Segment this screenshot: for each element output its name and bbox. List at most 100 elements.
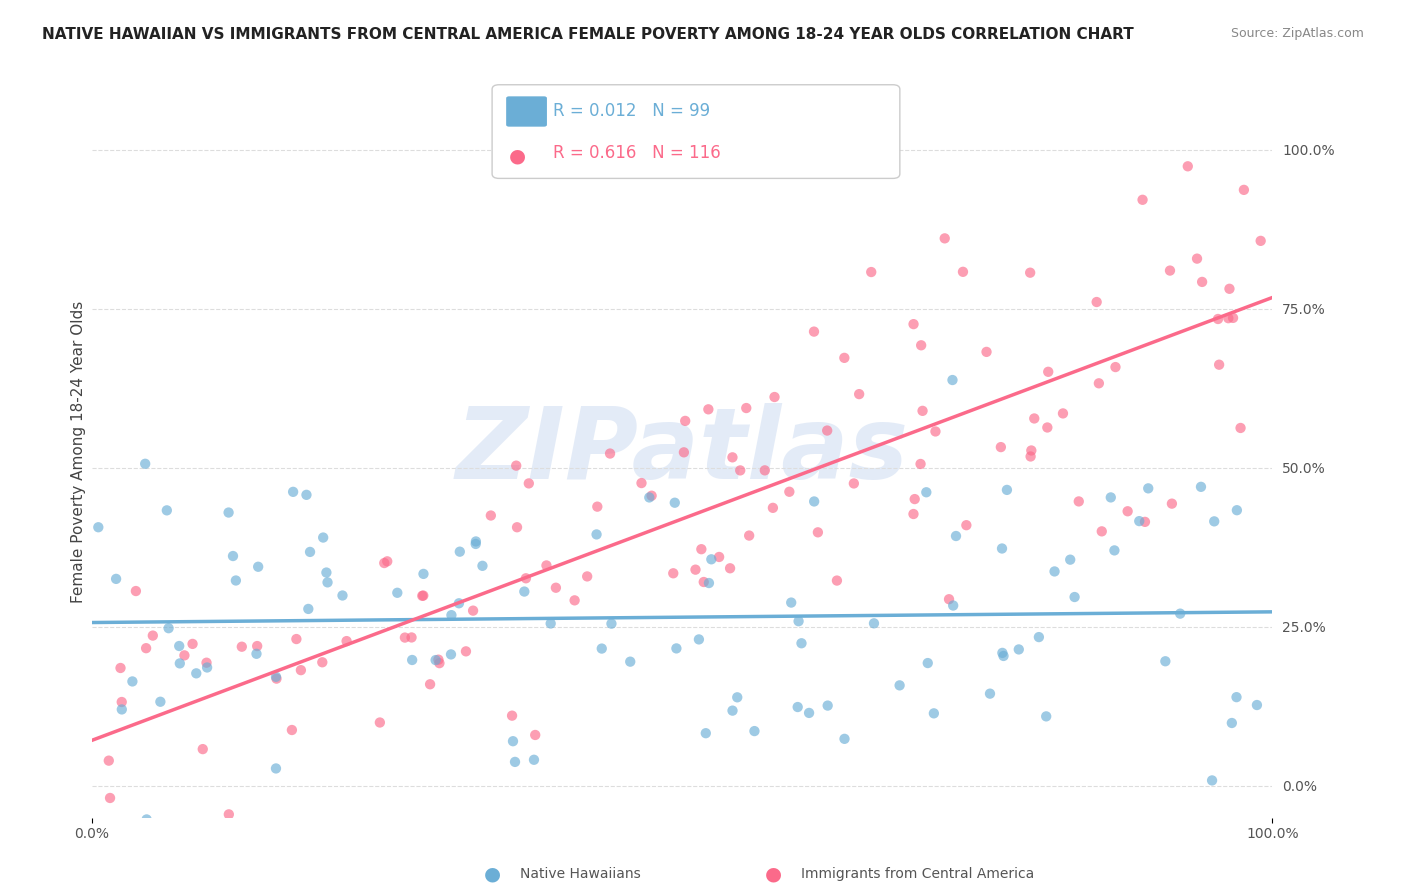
Immigrants from Central America [685,563,707,577]
Immigrants from Central America [1052,406,1074,420]
Native Hawaiians [264,670,287,684]
Native Hawaiians [401,653,423,667]
Immigrants from Central America [1191,275,1213,289]
Immigrants from Central America [195,656,218,670]
Native Hawaiians [312,531,335,545]
Y-axis label: Female Poverty Among 18-24 Year Olds: Female Poverty Among 18-24 Year Olds [72,301,86,603]
Native Hawaiians [1225,690,1247,705]
Native Hawaiians [1008,642,1031,657]
Native Hawaiians [917,656,939,670]
Native Hawaiians [218,506,240,520]
Immigrants from Central America [1067,494,1090,508]
Immigrants from Central America [515,571,537,585]
Immigrants from Central America [910,457,932,471]
Immigrants from Central America [266,672,288,686]
Immigrants from Central America [394,631,416,645]
Native Hawaiians [134,457,156,471]
Immigrants from Central America [412,589,434,603]
Immigrants from Central America [778,484,800,499]
Immigrants from Central America [815,424,838,438]
Native Hawaiians [797,706,820,720]
Native Hawaiians [1137,481,1160,495]
Immigrants from Central America [117,830,139,844]
Immigrants from Central America [429,656,451,670]
Immigrants from Central America [1160,497,1182,511]
Native Hawaiians [426,830,449,844]
Immigrants from Central America [281,723,304,737]
Native Hawaiians [471,558,494,573]
Native Hawaiians [1059,552,1081,566]
Immigrants from Central America [1021,443,1043,458]
Native Hawaiians [1063,590,1085,604]
Native Hawaiians [225,574,247,588]
Native Hawaiians [540,616,562,631]
Immigrants from Central America [173,648,195,663]
Immigrants from Central America [111,695,134,709]
Immigrants from Central America [976,344,998,359]
Immigrants from Central America [762,500,785,515]
Immigrants from Central America [904,492,927,507]
Text: ●: ● [765,864,782,884]
Native Hawaiians [1043,565,1066,579]
Native Hawaiians [245,647,267,661]
Immigrants from Central America [955,518,977,533]
Immigrants from Central America [479,508,502,523]
Immigrants from Central America [524,728,547,742]
Immigrants from Central America [427,653,450,667]
Immigrants from Central America [536,558,558,573]
Immigrants from Central America [135,641,157,656]
Immigrants from Central America [1222,310,1244,325]
Immigrants from Central America [662,566,685,581]
Immigrants from Central America [938,592,960,607]
Immigrants from Central America [911,404,934,418]
Immigrants from Central America [506,520,529,534]
Native Hawaiians [332,589,354,603]
Native Hawaiians [803,494,825,508]
Immigrants from Central America [599,446,621,460]
Immigrants from Central America [803,325,825,339]
Native Hawaiians [790,636,813,650]
Native Hawaiians [316,575,339,590]
Immigrants from Central America [336,634,359,648]
Native Hawaiians [979,687,1001,701]
Immigrants from Central America [1091,524,1114,539]
Native Hawaiians [991,541,1014,556]
Immigrants from Central America [1250,234,1272,248]
Native Hawaiians [523,753,546,767]
Native Hawaiians [449,544,471,558]
Immigrants from Central America [98,791,121,805]
Immigrants from Central America [97,754,120,768]
Native Hawaiians [1201,773,1223,788]
Native Hawaiians [995,483,1018,497]
Immigrants from Central America [630,476,652,491]
Immigrants from Central America [735,401,758,415]
Immigrants from Central America [246,639,269,653]
Native Hawaiians [600,616,623,631]
Immigrants from Central America [707,549,730,564]
Native Hawaiians [695,726,717,740]
Native Hawaiians [585,527,607,541]
Immigrants from Central America [1132,193,1154,207]
Native Hawaiians [780,596,803,610]
Native Hawaiians [991,646,1014,660]
Native Hawaiians [945,529,967,543]
Native Hawaiians [222,549,245,563]
Immigrants from Central America [738,528,761,542]
Native Hawaiians [121,674,143,689]
Immigrants from Central America [1088,376,1111,391]
Immigrants from Central America [122,830,145,844]
Immigrants from Central America [231,640,253,654]
Native Hawaiians [513,584,536,599]
Native Hawaiians [111,702,134,716]
Immigrants from Central America [1177,159,1199,173]
Native Hawaiians [591,641,613,656]
Native Hawaiians [1028,630,1050,644]
Immigrants from Central America [860,265,883,279]
Immigrants from Central America [1218,311,1240,326]
Immigrants from Central America [290,663,312,677]
Immigrants from Central America [128,830,150,844]
Immigrants from Central America [718,561,741,575]
Immigrants from Central America [411,589,433,603]
Native Hawaiians [297,602,319,616]
Immigrants from Central America [1218,282,1240,296]
